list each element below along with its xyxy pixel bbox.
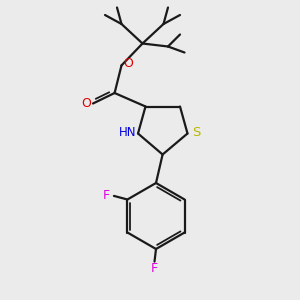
Text: F: F <box>102 189 110 202</box>
Text: O: O <box>82 97 91 110</box>
Text: S: S <box>192 126 200 140</box>
Text: O: O <box>123 57 133 70</box>
Text: F: F <box>151 262 158 275</box>
Text: HN: HN <box>119 126 136 139</box>
